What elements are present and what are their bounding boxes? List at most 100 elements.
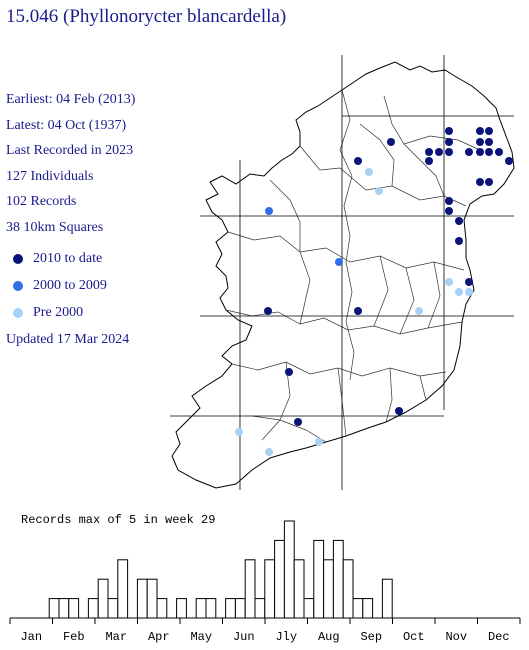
record-dot (455, 237, 463, 245)
record-dot (476, 148, 484, 156)
record-dot (445, 148, 453, 156)
month-label: Nov (445, 630, 467, 644)
chart-bar (68, 598, 80, 619)
ireland-coastline (171, 61, 515, 489)
record-dot (285, 368, 293, 376)
month-label: Dec (488, 630, 510, 644)
chart-bar (362, 598, 374, 619)
chart-bar (381, 578, 393, 619)
month-ticks (9, 618, 521, 624)
chart-bar (97, 578, 109, 619)
legend-dot-icon (13, 280, 23, 291)
record-dot (395, 407, 403, 415)
ireland-map (170, 55, 515, 490)
chart-bar (274, 539, 285, 619)
record-dot (235, 428, 243, 436)
record-dot (435, 148, 443, 156)
records-count: 102 Records (6, 194, 77, 209)
record-dot (485, 138, 493, 146)
chart-bar (87, 598, 99, 619)
chart-bar (195, 598, 207, 619)
record-dot (354, 307, 362, 315)
record-dot (425, 148, 433, 156)
legend-item-2000: 2000 to 2009 (6, 272, 186, 299)
record-dot (476, 138, 484, 146)
month-label: Apr (148, 630, 170, 644)
record-dot (476, 127, 484, 135)
chart-bar (176, 598, 187, 619)
record-dot (315, 438, 323, 446)
record-dot (465, 288, 473, 296)
record-dot (365, 168, 373, 176)
record-dot (445, 207, 453, 215)
record-dot (485, 127, 493, 135)
record-dot (445, 197, 453, 205)
chart-bar (136, 578, 148, 619)
earliest-record: Earliest: 04 Feb (2013) (6, 92, 136, 107)
chart-bar (58, 598, 70, 619)
record-dot (354, 157, 362, 165)
stats-panel: Earliest: 04 Feb (2013) Latest: 04 Oct (… (6, 92, 186, 348)
chart-bar (352, 598, 364, 619)
record-dot (476, 178, 484, 186)
chart-bar (234, 598, 246, 619)
chart-bar (303, 598, 315, 619)
record-dot (445, 127, 453, 135)
chart-bar (117, 559, 129, 619)
record-dot (485, 178, 493, 186)
record-dots (235, 127, 513, 456)
chart-bar (107, 598, 119, 619)
chart-bar (332, 539, 344, 619)
updated-date: Updated 17 Mar 2024 (6, 332, 130, 347)
chart-bar (244, 559, 256, 619)
month-label: Sep (360, 630, 382, 644)
record-dot (265, 207, 273, 215)
latest-record: Latest: 04 Oct (1937) (6, 117, 127, 133)
chart-bar (146, 578, 158, 619)
county-boundaries (225, 89, 481, 443)
chart-bar (342, 559, 354, 619)
record-dot (465, 278, 473, 286)
legend-label: 2000 to 2009 (33, 277, 107, 293)
chart-bar (283, 520, 295, 619)
record-dot (445, 138, 453, 146)
legend-label: Pre 2000 (33, 304, 84, 320)
record-dot (375, 187, 383, 195)
month-label: Oct (403, 630, 425, 644)
chart-bar (205, 598, 217, 619)
chart-bar (48, 598, 60, 619)
record-dot (485, 148, 493, 156)
squares-count: 38 10km Squares (6, 219, 104, 235)
month-label: Mar (105, 630, 127, 644)
month-labels: Jan Feb Mar Apr May Jun Jly Aug Sep Oct Nov Dec (20, 630, 509, 644)
legend-dot-icon (13, 253, 23, 264)
record-dot (335, 258, 343, 266)
legend-label: 2010 to date (33, 250, 103, 266)
record-dot (294, 418, 302, 426)
record-dot (455, 217, 463, 225)
page-title: 15.046 (Phyllonorycter blancardella) (6, 6, 287, 27)
month-label: Feb (63, 630, 85, 644)
legend-item-2010: 2010 to date (6, 245, 186, 272)
chart-bar (156, 598, 168, 619)
chart-bar (254, 598, 266, 619)
weekly-records-chart: Records max of 5 in week 29 Jan Feb Mar Apr… (9, 513, 521, 644)
month-label: Jan (20, 630, 42, 644)
legend-dot-icon (13, 307, 23, 318)
month-label: Jly (275, 630, 297, 644)
record-dot (495, 148, 503, 156)
record-dot (387, 138, 395, 146)
month-label: May (190, 630, 212, 644)
record-dot (445, 278, 453, 286)
chart-bars (48, 520, 393, 619)
chart-bar (264, 559, 276, 619)
record-dot (425, 157, 433, 165)
record-dot (265, 448, 273, 456)
record-dot (505, 157, 513, 165)
month-label: Jun (233, 630, 255, 644)
record-dot (415, 307, 423, 315)
chart-title: Records max of 5 in week 29 (21, 513, 215, 527)
chart-bar (293, 559, 305, 619)
legend-item-pre2000: Pre 2000 (6, 299, 186, 326)
